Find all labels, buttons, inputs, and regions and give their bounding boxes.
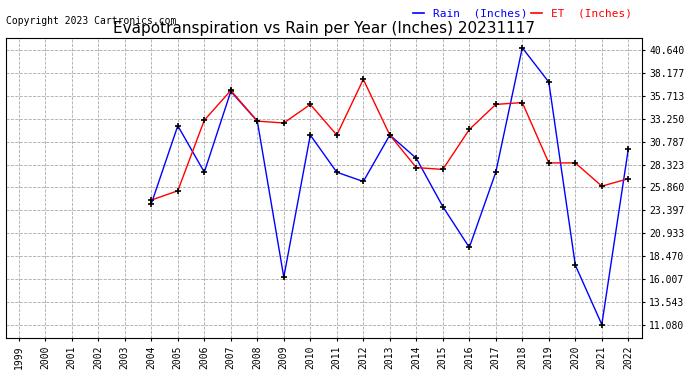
ET  (Inches) — [465, 127, 473, 132]
Rain  (Inches) — [571, 263, 580, 267]
Rain  (Inches) — [147, 201, 155, 206]
ET  (Inches) — [306, 102, 315, 106]
ET  (Inches) — [227, 88, 235, 93]
ET  (Inches) — [492, 102, 500, 106]
ET  (Inches) — [359, 77, 368, 82]
Rain  (Inches) — [465, 245, 473, 250]
Rain  (Inches) — [412, 156, 420, 160]
ET  (Inches) — [147, 198, 155, 202]
ET  (Inches) — [253, 119, 262, 123]
ET  (Inches) — [386, 133, 394, 137]
Rain  (Inches) — [253, 119, 262, 123]
ET  (Inches) — [598, 184, 606, 188]
ET  (Inches) — [518, 100, 526, 105]
ET  (Inches) — [279, 121, 288, 125]
Rain  (Inches) — [174, 123, 182, 128]
Rain  (Inches) — [359, 179, 368, 184]
ET  (Inches) — [174, 189, 182, 193]
Line: ET  (Inches): ET (Inches) — [148, 76, 632, 204]
ET  (Inches) — [624, 177, 633, 181]
Rain  (Inches) — [439, 204, 447, 209]
Title: Evapotranspiration vs Rain per Year (Inches) 20231117: Evapotranspiration vs Rain per Year (Inc… — [112, 21, 535, 36]
Rain  (Inches) — [279, 275, 288, 279]
Rain  (Inches) — [386, 133, 394, 137]
Rain  (Inches) — [544, 80, 553, 84]
Rain  (Inches) — [598, 322, 606, 327]
ET  (Inches) — [571, 160, 580, 165]
Rain  (Inches) — [333, 170, 341, 174]
ET  (Inches) — [200, 118, 208, 123]
ET  (Inches) — [333, 133, 341, 137]
Rain  (Inches) — [227, 89, 235, 94]
Rain  (Inches) — [518, 45, 526, 50]
ET  (Inches) — [544, 160, 553, 165]
Legend: Rain  (Inches), ET  (Inches): Rain (Inches), ET (Inches) — [408, 4, 636, 23]
Line: Rain  (Inches): Rain (Inches) — [148, 44, 632, 328]
Rain  (Inches) — [200, 170, 208, 174]
ET  (Inches) — [439, 167, 447, 172]
Text: Copyright 2023 Cartronics.com: Copyright 2023 Cartronics.com — [6, 15, 176, 26]
Rain  (Inches) — [492, 170, 500, 174]
ET  (Inches) — [412, 165, 420, 170]
Rain  (Inches) — [306, 133, 315, 137]
Rain  (Inches) — [624, 147, 633, 151]
